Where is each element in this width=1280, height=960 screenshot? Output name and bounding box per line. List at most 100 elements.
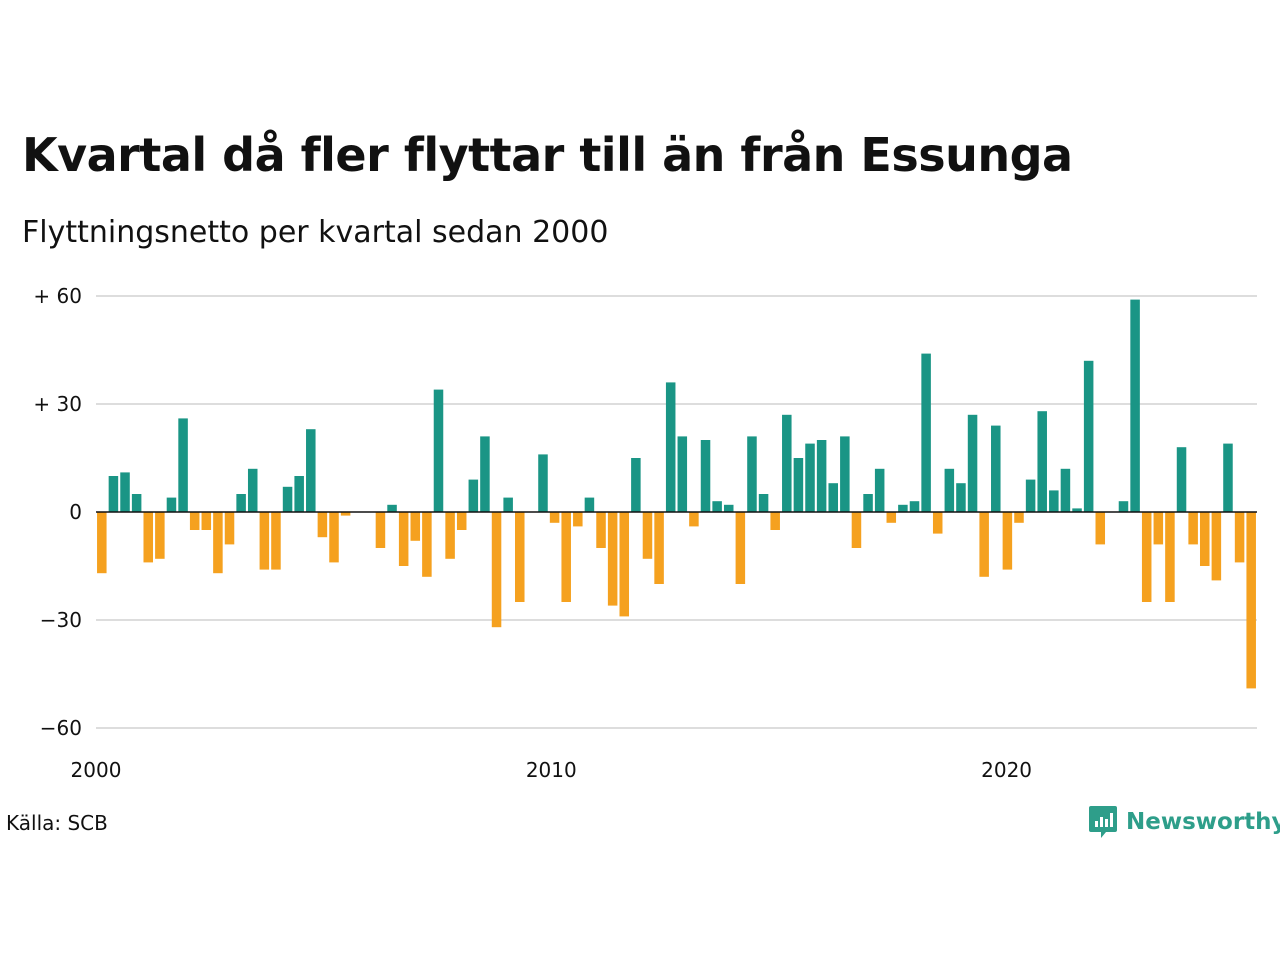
bar-2020-Q4 bbox=[1060, 468, 1071, 512]
bar-2024-Q3 bbox=[1234, 512, 1245, 563]
x-axis-tick-labels: 2000 2010 2020 bbox=[71, 758, 1032, 782]
bar-2019-Q1 bbox=[979, 512, 989, 577]
bar-2009-Q1 bbox=[515, 512, 525, 602]
bar-2022-Q4 bbox=[1153, 512, 1164, 545]
bar-2008-Q2 bbox=[480, 436, 490, 512]
bar-2003-Q3 bbox=[259, 512, 270, 570]
bar-2011-Q2 bbox=[619, 512, 630, 617]
bar-2001-Q1 bbox=[143, 512, 154, 563]
newsworthy-logo-icon bbox=[1089, 806, 1117, 838]
bar-2021-Q1 bbox=[1072, 508, 1082, 512]
grid-lines bbox=[96, 295, 1257, 729]
bar-2011-Q4 bbox=[642, 512, 653, 559]
bar-2004-Q2 bbox=[294, 476, 304, 512]
bar-2020-Q1 bbox=[1025, 479, 1036, 512]
bar-2005-Q2 bbox=[340, 512, 351, 516]
bar-2008-Q3 bbox=[491, 512, 502, 628]
bar-2010-Q1 bbox=[561, 512, 571, 602]
bar-2023-Q1 bbox=[1165, 512, 1175, 602]
bar-2023-Q4 bbox=[1199, 512, 1210, 566]
bar-2014-Q2 bbox=[758, 494, 769, 512]
bar-2018-Q2 bbox=[944, 468, 955, 512]
bar-2005-Q1 bbox=[329, 512, 339, 563]
bar-2015-Q3 bbox=[816, 440, 827, 512]
bar-2011-Q3 bbox=[631, 458, 641, 512]
bar-2024-Q4 bbox=[1246, 512, 1256, 689]
bar-2004-Q4 bbox=[317, 512, 328, 538]
bar-2013-Q1 bbox=[700, 440, 711, 512]
bar-2019-Q2 bbox=[991, 425, 1001, 512]
bar-2018-Q1 bbox=[932, 512, 943, 534]
bar-2016-Q3 bbox=[863, 494, 873, 512]
bar-2006-Q2 bbox=[387, 504, 397, 512]
bar-2024-Q2 bbox=[1223, 443, 1233, 512]
bar-2014-Q3 bbox=[770, 512, 780, 530]
bar-2008-Q1 bbox=[468, 479, 479, 512]
x-tick-label: 2020 bbox=[981, 758, 1032, 782]
bar-2016-Q1 bbox=[840, 436, 850, 512]
y-axis-tick-labels: + 60 + 30 0 −30 −60 bbox=[33, 284, 82, 740]
bar-2013-Q3 bbox=[723, 504, 734, 512]
bar-2012-Q4 bbox=[689, 512, 699, 527]
bars bbox=[97, 299, 1256, 689]
bar-2008-Q4 bbox=[503, 497, 513, 512]
bar-2001-Q3 bbox=[166, 497, 177, 512]
y-tick-label: + 60 bbox=[33, 284, 82, 308]
bar-2012-Q1 bbox=[654, 512, 664, 584]
bar-2015-Q1 bbox=[793, 458, 804, 512]
bar-2007-Q4 bbox=[456, 512, 467, 530]
bar-2021-Q2 bbox=[1083, 360, 1094, 512]
y-tick-label: −30 bbox=[40, 608, 82, 632]
bar-2000-Q3 bbox=[120, 472, 130, 512]
brand-name: Newsworthy bbox=[1126, 809, 1280, 835]
bar-2013-Q4 bbox=[735, 512, 746, 584]
bar-2004-Q3 bbox=[306, 429, 316, 512]
y-tick-label: −60 bbox=[40, 716, 82, 740]
bar-2003-Q1 bbox=[236, 494, 246, 512]
chart-title: Kvartal då fler flyttar till än från Ess… bbox=[22, 128, 1073, 182]
bar-2022-Q3 bbox=[1141, 512, 1152, 602]
bar-2018-Q3 bbox=[956, 483, 966, 512]
bar-2014-Q1 bbox=[747, 436, 757, 512]
bar-2019-Q4 bbox=[1014, 512, 1024, 523]
bar-2004-Q1 bbox=[282, 486, 293, 512]
bar-2024-Q1 bbox=[1211, 512, 1222, 581]
bar-2003-Q2 bbox=[247, 468, 258, 512]
bar-2012-Q2 bbox=[665, 382, 676, 512]
bar-2010-Q2 bbox=[573, 512, 583, 527]
x-tick-label: 2000 bbox=[71, 758, 122, 782]
bar-2017-Q1 bbox=[886, 512, 897, 523]
bar-2003-Q4 bbox=[271, 512, 281, 570]
x-tick-label: 2010 bbox=[526, 758, 577, 782]
bar-2002-Q4 bbox=[224, 512, 235, 545]
bar-2017-Q2 bbox=[898, 504, 908, 512]
bar-2002-Q2 bbox=[201, 512, 212, 530]
bar-2017-Q4 bbox=[921, 353, 931, 512]
bar-2006-Q4 bbox=[410, 512, 421, 541]
bar-2016-Q4 bbox=[874, 468, 885, 512]
bar-2010-Q3 bbox=[584, 497, 595, 512]
bar-2001-Q4 bbox=[178, 418, 188, 512]
bar-2022-Q1 bbox=[1118, 501, 1129, 512]
bar-2007-Q3 bbox=[445, 512, 455, 559]
bar-2018-Q4 bbox=[967, 414, 978, 512]
bar-2000-Q4 bbox=[131, 494, 142, 512]
bar-2020-Q3 bbox=[1049, 490, 1059, 512]
bar-2000-Q2 bbox=[108, 476, 119, 512]
brand-logo[interactable]: Newsworthy bbox=[1088, 803, 1280, 841]
chart-subtitle: Flyttningsnetto per kvartal sedan 2000 bbox=[22, 215, 609, 250]
bar-2015-Q2 bbox=[805, 443, 815, 512]
bar-2002-Q3 bbox=[213, 512, 223, 574]
bar-2020-Q2 bbox=[1037, 411, 1047, 512]
bar-2016-Q2 bbox=[851, 512, 862, 548]
bar-2015-Q4 bbox=[828, 483, 838, 512]
bar-2010-Q4 bbox=[596, 512, 606, 548]
y-tick-label: + 30 bbox=[33, 392, 82, 416]
bar-2021-Q3 bbox=[1095, 512, 1106, 545]
bar-2006-Q1 bbox=[375, 512, 386, 548]
bar-2006-Q3 bbox=[398, 512, 409, 566]
bar-2017-Q3 bbox=[909, 501, 920, 512]
bar-2019-Q3 bbox=[1002, 512, 1013, 570]
bar-2007-Q2 bbox=[433, 389, 444, 512]
